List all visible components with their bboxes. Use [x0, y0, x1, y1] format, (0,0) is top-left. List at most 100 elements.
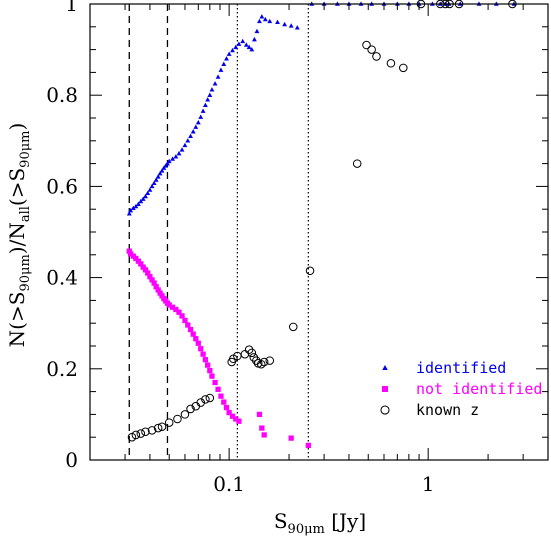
data-point: [161, 165, 167, 170]
data-point: [288, 322, 298, 332]
data-point: [140, 196, 146, 201]
data-point: [262, 16, 268, 22]
data-point: [157, 422, 167, 431]
data-point: [180, 410, 190, 419]
data-point: [147, 274, 153, 280]
data-point: [257, 18, 262, 24]
data-point: [140, 264, 146, 270]
data-point: [182, 142, 188, 148]
data-point: [128, 207, 134, 213]
data-point: [188, 133, 193, 138]
series-not-identified: [126, 248, 311, 449]
data-point: [305, 266, 315, 276]
data-point: [145, 270, 151, 276]
data-point: [209, 87, 215, 92]
data-point: [229, 413, 236, 419]
legend-label: known z: [416, 401, 479, 419]
data-point: [138, 261, 144, 267]
legend-marker: [380, 405, 390, 415]
data-point: [207, 367, 213, 374]
data-point: [236, 41, 242, 46]
reference-lines: [128, 4, 309, 460]
data-point: [186, 404, 195, 414]
data-point: [205, 97, 211, 102]
data-point: [200, 108, 206, 113]
data-point: [136, 429, 146, 438]
data-point: [221, 399, 227, 405]
data-point: [230, 47, 235, 53]
data-point: [153, 423, 163, 433]
data-point: [265, 356, 275, 365]
data-point: [367, 45, 376, 54]
data-point: [198, 346, 204, 352]
data-point: [233, 416, 239, 422]
data-point: [131, 430, 141, 440]
data-point: [267, 18, 273, 24]
y-tick-label: 0.4: [46, 266, 78, 290]
data-point: [196, 398, 205, 407]
data-point: [166, 302, 172, 308]
data-point: [259, 14, 265, 19]
data-point: [256, 411, 263, 418]
data-point: [195, 119, 201, 125]
data-point: [153, 177, 159, 182]
data-point: [145, 190, 151, 195]
data-point: [288, 435, 294, 441]
data-point: [362, 40, 371, 50]
data-point: [254, 28, 260, 34]
data-point: [182, 317, 188, 324]
x-axis-label: S90μm [Jy]: [274, 509, 366, 537]
data-point: [164, 418, 174, 427]
data-point: [185, 138, 191, 143]
data-point: [195, 340, 201, 346]
data-point: [138, 198, 144, 204]
data-point: [193, 124, 199, 129]
data-point: [252, 36, 257, 42]
data-point: [215, 74, 221, 79]
data-point: [202, 102, 208, 107]
data-point: [169, 304, 176, 310]
data-point: [153, 284, 159, 290]
data-point: [157, 290, 163, 296]
data-point: [159, 168, 165, 173]
data-point: [305, 442, 311, 449]
data-point: [141, 427, 150, 436]
legend-label: identified: [416, 359, 506, 377]
axes-layer: 0 0.2 0.4 0.6 0.8 1 0.1 1: [46, 0, 549, 496]
data-point: [149, 277, 155, 283]
data-point: [218, 67, 224, 72]
data-point: [163, 163, 169, 168]
data-point: [236, 418, 242, 424]
data-point: [399, 63, 408, 73]
y-tick-label: 0.2: [46, 357, 78, 381]
data-point: [147, 187, 153, 192]
data-point: [170, 156, 176, 161]
data-point: [249, 46, 255, 52]
data-point: [176, 150, 182, 156]
data-point: [218, 393, 224, 399]
data-point: [173, 154, 179, 159]
data-point: [372, 52, 381, 61]
data-point: [133, 255, 139, 262]
legend-marker: [382, 365, 388, 370]
data-point: [187, 326, 194, 333]
y-tick-label: 1: [65, 0, 78, 16]
legend: identified not identified known z: [380, 359, 542, 419]
series-identified: [126, 1, 517, 216]
data-point: [202, 357, 209, 363]
data-point: [166, 158, 172, 164]
data-point: [259, 425, 265, 431]
data-point: [151, 180, 157, 185]
x-tick-label: 1: [422, 472, 435, 496]
legend-marker: [382, 386, 388, 392]
data-point: [135, 201, 141, 206]
data-point: [126, 211, 132, 216]
data-point: [223, 404, 230, 411]
y-tick-label: 0.8: [46, 83, 78, 107]
data-point: [190, 129, 196, 134]
data-point: [133, 203, 139, 209]
data-point: [275, 19, 280, 24]
data-point: [282, 21, 288, 27]
legend-label: not identified: [416, 380, 542, 398]
